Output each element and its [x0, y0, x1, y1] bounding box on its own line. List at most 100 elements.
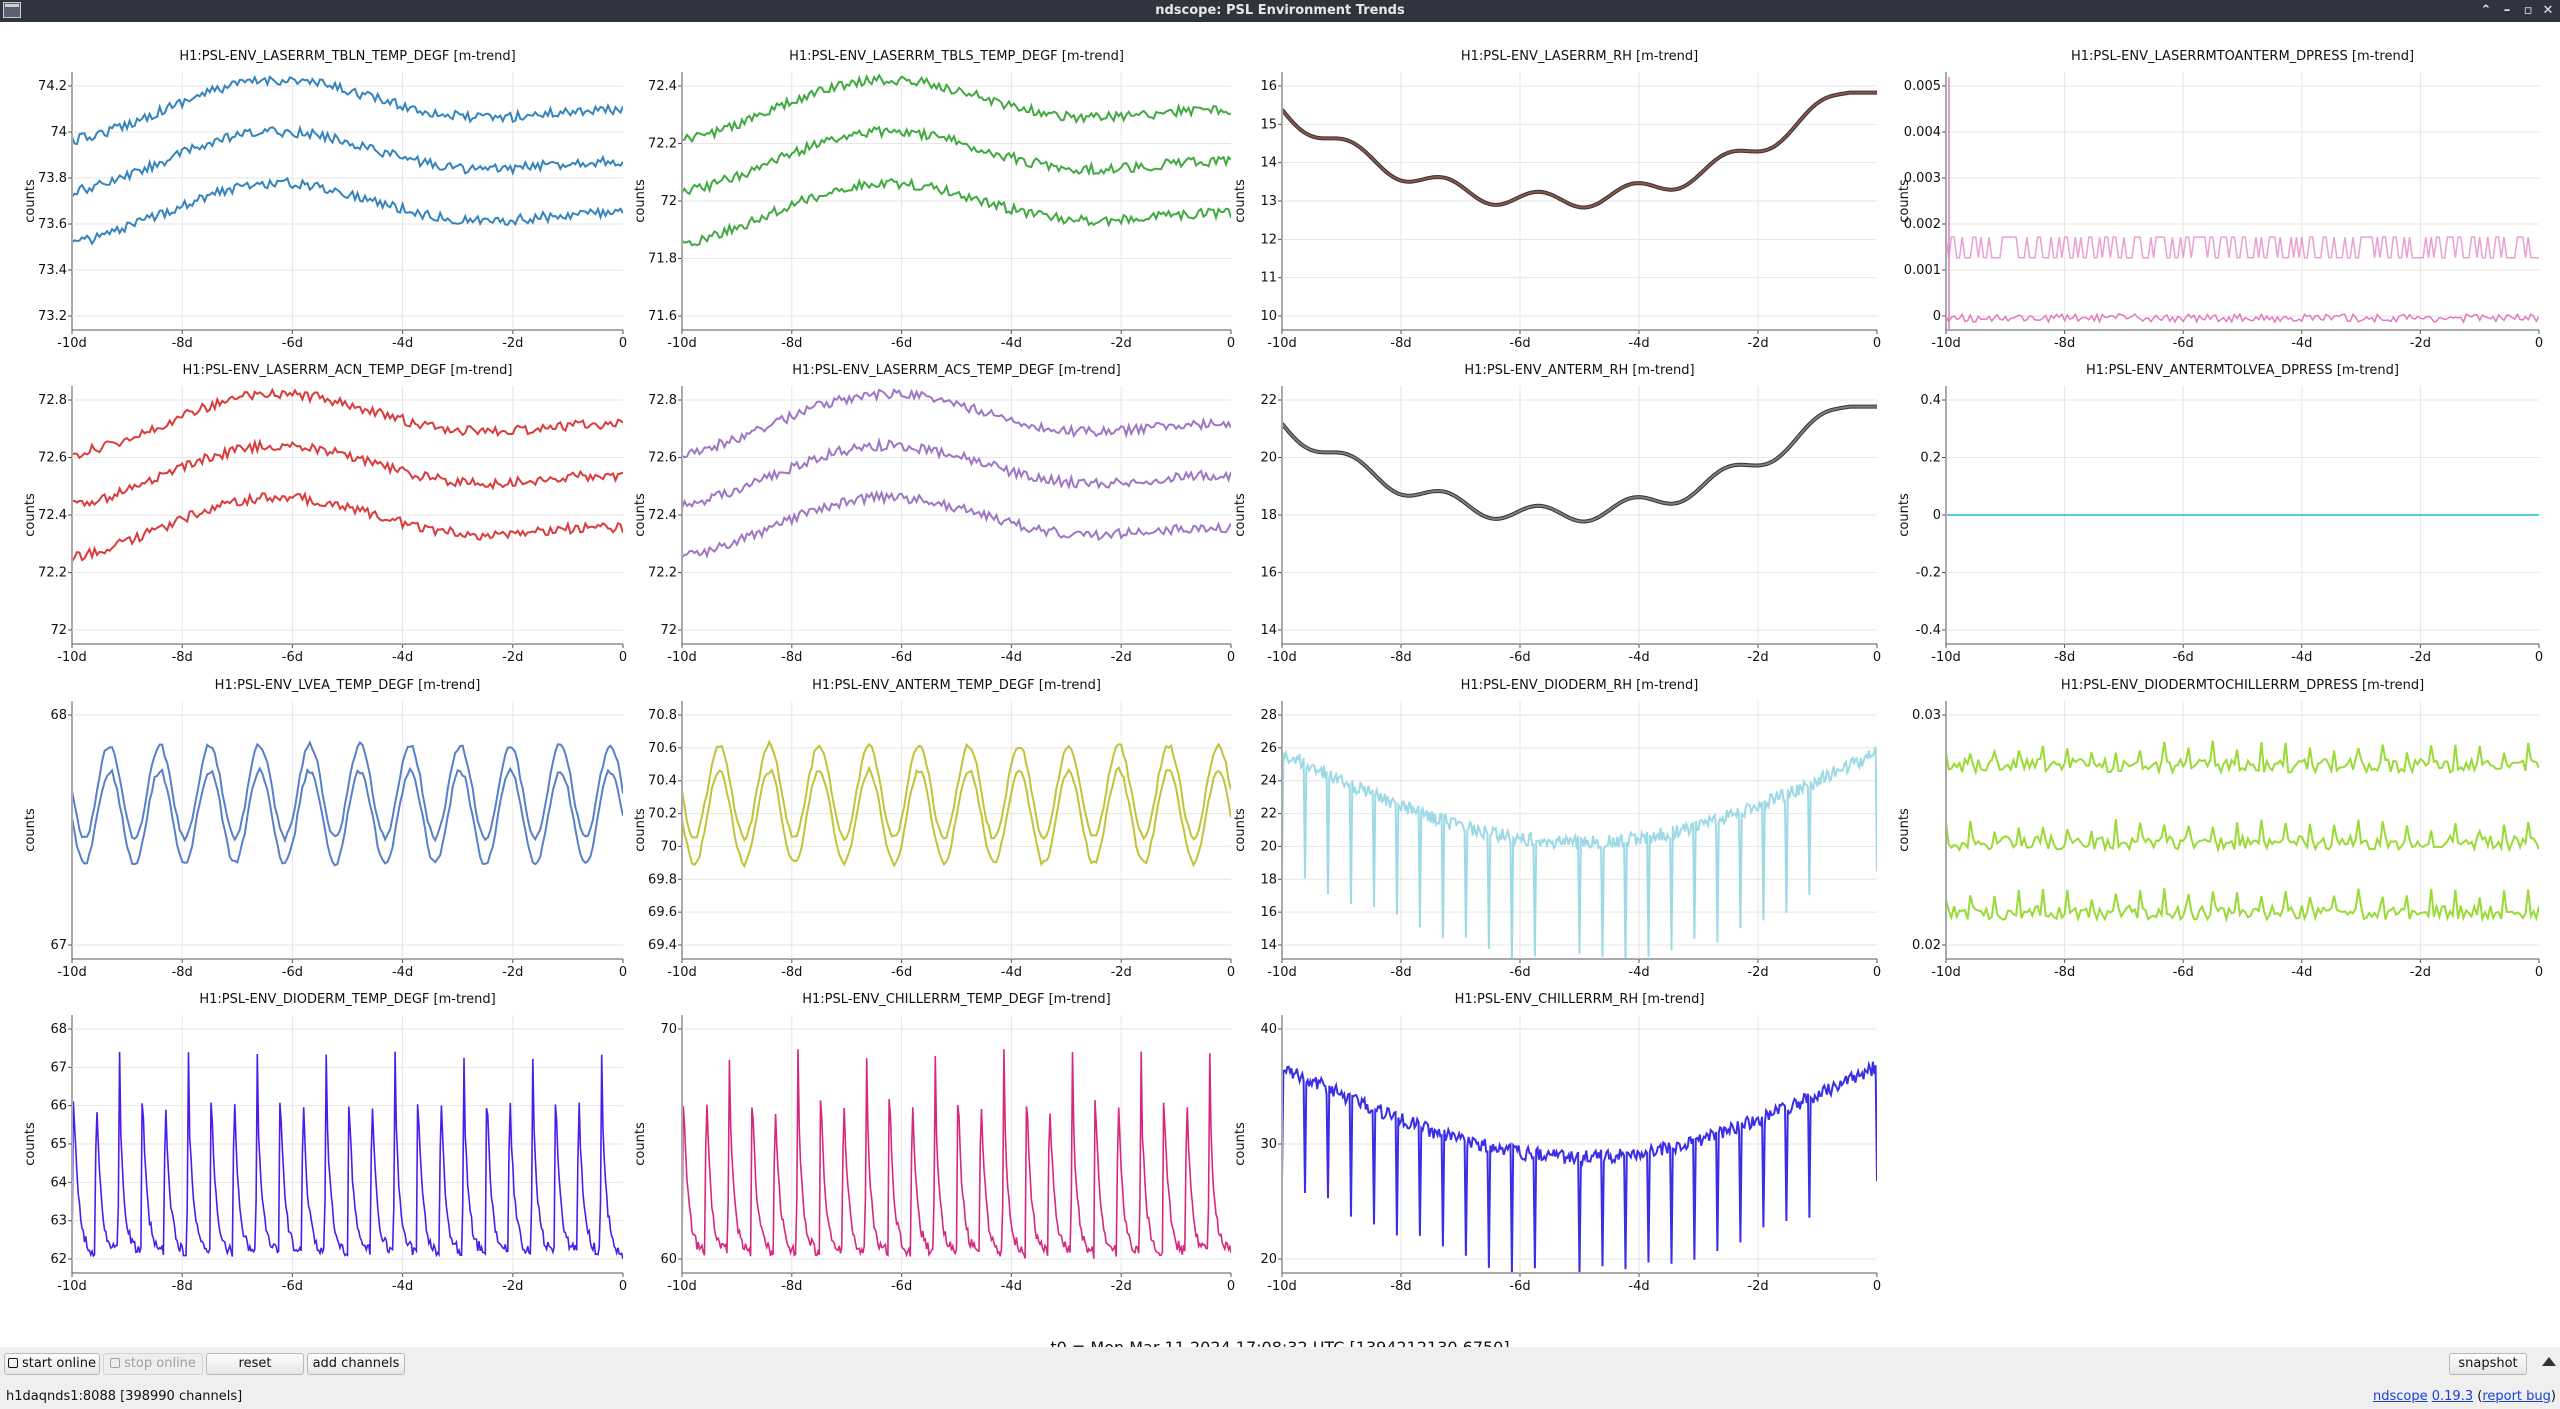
- x-tick-label: -4d: [1001, 965, 1022, 980]
- plot-panel[interactable]: H1:PSL-ENV_LASERRM_ACS_TEMP_DEGF [m-tren…: [633, 363, 1235, 665]
- y-tick-label: 72: [660, 623, 677, 638]
- plot-panel[interactable]: H1:PSL-ENV_ANTERMTOLVEA_DPRESS [m-trend]…: [1897, 363, 2543, 665]
- data-trace: [73, 740, 623, 867]
- version-link[interactable]: 0.19.3: [2431, 1389, 2474, 1404]
- report-bug-link[interactable]: report bug: [2482, 1389, 2551, 1404]
- plot-panel[interactable]: H1:PSL-ENV_LASERRM_TBLS_TEMP_DEGF [m-tre…: [633, 49, 1235, 351]
- x-tick-label: -10d: [667, 650, 697, 665]
- x-tick-label: -10d: [1267, 1279, 1297, 1294]
- x-tick-label: -6d: [891, 650, 912, 665]
- y-tick-label: 73.2: [38, 309, 67, 324]
- plot-panel[interactable]: H1:PSL-ENV_CHILLERRM_RH [m-trend] 40 30 20 -…: [1233, 992, 1881, 1294]
- x-tick-label: -6d: [282, 1279, 303, 1294]
- y-tick-label: 70.8: [648, 708, 677, 723]
- y-tick-label: 60: [660, 1252, 677, 1267]
- close-icon[interactable]: ✕: [2542, 3, 2554, 18]
- y-tick-label: 11: [1260, 271, 1277, 286]
- plot-panel[interactable]: H1:PSL-ENV_DIODERM_TEMP_DEGF [m-trend] 68…: [23, 992, 627, 1294]
- x-tick-label: -8d: [2054, 336, 2075, 351]
- plot-title: H1:PSL-ENV_ANTERMTOLVEA_DPRESS [m-trend]: [2086, 363, 2399, 378]
- x-tick-label: 0: [1873, 1279, 1881, 1294]
- x-tick-label: -10d: [57, 1279, 87, 1294]
- x-tick-label: -6d: [1509, 650, 1530, 665]
- y-tick-label: 0: [1933, 309, 1941, 324]
- maximize-icon[interactable]: ▫: [2523, 3, 2533, 18]
- x-tick-label: -10d: [57, 650, 87, 665]
- x-tick-label: -10d: [57, 965, 87, 980]
- y-tick-label: 72: [660, 194, 677, 209]
- plot-panel[interactable]: H1:PSL-ENV_DIODERMTOCHILLERRM_DPRESS [m-…: [1897, 678, 2543, 980]
- y-axis-label: counts: [1897, 493, 1912, 537]
- y-tick-label: 73.6: [38, 217, 67, 232]
- y-axis-label: counts: [1897, 179, 1912, 223]
- window-titlebar: ndscope: PSL Environment Trends ⌃ – ▫ ✕: [0, 0, 2560, 22]
- y-tick-label: 74: [50, 125, 67, 140]
- x-tick-label: 0: [1227, 650, 1235, 665]
- x-tick-label: 0: [1873, 336, 1881, 351]
- plot-title: H1:PSL-ENV_ANTERM_RH [m-trend]: [1464, 363, 1694, 378]
- plot-panel[interactable]: H1:PSL-ENV_CHILLERRM_TEMP_DEGF [m-trend]…: [633, 992, 1235, 1294]
- x-tick-label: -2d: [502, 336, 523, 351]
- y-tick-label: 16: [1260, 905, 1277, 920]
- x-tick-label: -2d: [1111, 1279, 1132, 1294]
- x-tick-label: -4d: [392, 965, 413, 980]
- x-tick-label: -8d: [172, 1279, 193, 1294]
- y-tick-label: 67: [50, 938, 67, 953]
- x-tick-label: -8d: [2054, 965, 2075, 980]
- x-tick-label: 0: [619, 336, 627, 351]
- x-tick-label: 0: [2535, 650, 2543, 665]
- x-tick-label: -8d: [172, 965, 193, 980]
- plot-panel[interactable]: H1:PSL-ENV_DIODERM_RH [m-trend] 28 26 24 22 2…: [1233, 678, 1881, 980]
- x-tick-label: -10d: [1267, 336, 1297, 351]
- x-tick-label: -8d: [1390, 650, 1411, 665]
- x-tick-label: -8d: [172, 336, 193, 351]
- stop-icon: [110, 1358, 121, 1368]
- ndscope-link[interactable]: ndscope: [2372, 1389, 2428, 1404]
- plot-panel[interactable]: H1:PSL-ENV_LVEA_TEMP_DEGF [m-trend] 68 67 -…: [23, 678, 627, 980]
- data-trace: [683, 73, 1231, 247]
- plot-panel[interactable]: H1:PSL-ENV_LASERRM_RH [m-trend] 16 15 14 13 1…: [1233, 49, 1881, 351]
- minimize-icon[interactable]: –: [2503, 3, 2511, 18]
- plot-panel[interactable]: H1:PSL-ENV_LASERRM_TBLN_TEMP_DEGF [m-tre…: [23, 49, 627, 351]
- data-trace: [1283, 404, 1877, 524]
- plot-panel[interactable]: H1:PSL-ENV_LASERRMTOANTERM_DPRESS [m-tre…: [1897, 49, 2543, 351]
- x-tick-label: -10d: [667, 336, 697, 351]
- window-shade-icon[interactable]: ⌃: [2480, 3, 2492, 18]
- start-online-button[interactable]: start online: [4, 1353, 100, 1375]
- y-tick-label: 14: [1260, 623, 1277, 638]
- x-tick-label: -6d: [1509, 965, 1530, 980]
- plot-grid: H1:PSL-ENV_LASERRM_TBLN_TEMP_DEGF [m-tre…: [23, 49, 2543, 1294]
- y-tick-label: 70.6: [648, 741, 677, 756]
- plot-panel[interactable]: H1:PSL-ENV_ANTERM_TEMP_DEGF [m-trend] 70.…: [633, 678, 1235, 980]
- y-tick-label: 72.2: [38, 566, 67, 581]
- expand-up-icon[interactable]: [2542, 1357, 2556, 1366]
- plot-panel[interactable]: H1:PSL-ENV_ANTERM_RH [m-trend] 22 20 18 16 14…: [1233, 363, 1881, 665]
- y-tick-label: 16: [1260, 566, 1277, 581]
- data-trace: [1947, 740, 2539, 923]
- reset-button[interactable]: reset: [206, 1353, 304, 1375]
- x-tick-label: -6d: [1509, 336, 1530, 351]
- x-tick-label: -6d: [282, 965, 303, 980]
- x-tick-label: -8d: [781, 336, 802, 351]
- plot-title: H1:PSL-ENV_LASERRM_ACS_TEMP_DEGF [m-tren…: [792, 363, 1121, 378]
- y-tick-label: 64: [50, 1175, 67, 1190]
- plot-title: H1:PSL-ENV_LASERRM_ACN_TEMP_DEGF [m-tren…: [183, 363, 513, 378]
- y-axis-label: counts: [633, 808, 648, 852]
- y-tick-label: 72.8: [38, 393, 67, 408]
- plot-panel[interactable]: H1:PSL-ENV_LASERRM_ACN_TEMP_DEGF [m-tren…: [23, 363, 627, 665]
- y-axis-label: counts: [633, 1122, 648, 1166]
- snapshot-button[interactable]: snapshot: [2449, 1353, 2527, 1375]
- toolbar: start online stop online reset add chann…: [0, 1347, 2560, 1381]
- y-tick-label: 20: [1260, 1252, 1277, 1267]
- x-tick-label: -6d: [2173, 650, 2194, 665]
- x-tick-label: -8d: [1390, 965, 1411, 980]
- app-menu-icon[interactable]: [3, 2, 21, 18]
- y-axis-label: counts: [23, 493, 38, 537]
- add-channels-button[interactable]: add channels: [307, 1353, 405, 1375]
- plot-title: H1:PSL-ENV_LASERRM_RH [m-trend]: [1461, 49, 1698, 64]
- x-tick-label: -6d: [282, 336, 303, 351]
- y-tick-label: 16: [1260, 79, 1277, 94]
- x-tick-label: 0: [1227, 336, 1235, 351]
- x-tick-label: 0: [1873, 965, 1881, 980]
- x-tick-label: 0: [619, 650, 627, 665]
